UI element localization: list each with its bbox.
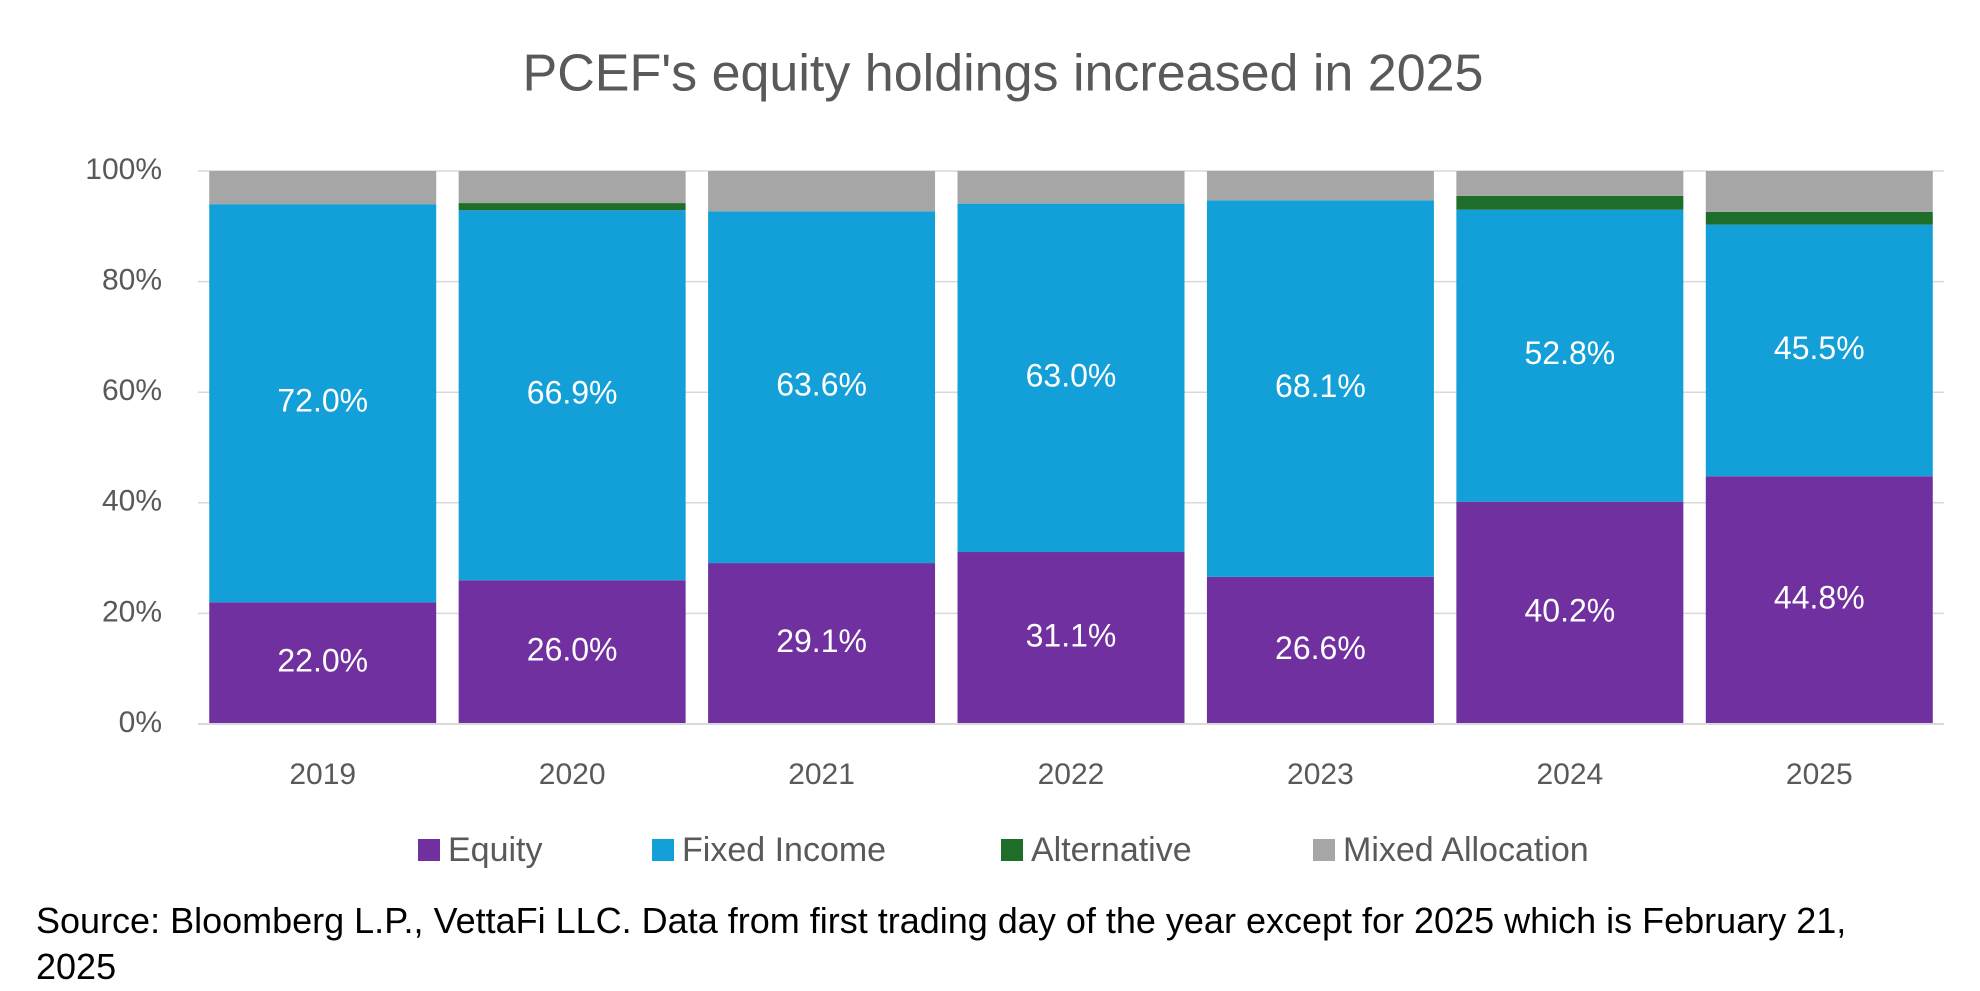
x-tick-label: 2022 [1038, 758, 1105, 791]
data-label: 52.8% [1524, 335, 1615, 371]
bar-segment [1705, 211, 1933, 225]
bar-segment [209, 602, 437, 724]
x-tick-label: 2020 [539, 758, 606, 791]
bar-segment [1456, 171, 1684, 196]
legend-label: Alternative [1031, 831, 1192, 869]
bar-segment [1206, 576, 1434, 724]
bar-segment [1705, 224, 1933, 477]
y-tick-label: 0% [119, 706, 162, 739]
y-tick-label: 40% [102, 485, 162, 518]
bar-segment [458, 210, 686, 581]
data-label: 31.1% [1026, 617, 1117, 653]
data-label: 26.6% [1275, 630, 1366, 666]
bar-segment [458, 580, 686, 724]
bar-segment [1705, 476, 1933, 724]
x-tick-label: 2019 [289, 758, 356, 791]
bar-segment [209, 204, 437, 603]
bar-segment [1456, 209, 1684, 502]
data-label: 40.2% [1524, 592, 1615, 628]
data-label: 26.0% [527, 632, 618, 668]
bar-segment [458, 171, 686, 204]
data-label: 22.0% [277, 643, 368, 679]
legend-swatch [1001, 839, 1023, 861]
x-tick-label: 2023 [1287, 758, 1354, 791]
y-tick-label: 20% [102, 595, 162, 628]
y-tick-label: 60% [102, 374, 162, 407]
bar-segment [708, 211, 936, 564]
bar-segment [1456, 195, 1684, 210]
legend-label: Mixed Allocation [1343, 831, 1589, 869]
legend-swatch [1313, 839, 1335, 861]
bar-segment [458, 203, 686, 211]
y-tick-label: 100% [85, 153, 162, 186]
bar-segment [1705, 171, 1933, 212]
bar-segment [957, 171, 1185, 204]
bar-segment [957, 203, 1185, 553]
bar-segment [1206, 171, 1434, 201]
bar-segment [1456, 501, 1684, 724]
bar-segment [708, 563, 936, 724]
legend-label: Fixed Income [682, 831, 886, 869]
legend-swatch [652, 839, 674, 861]
data-label: 44.8% [1774, 580, 1865, 616]
bar-segment [957, 552, 1185, 724]
x-tick-label: 2021 [788, 758, 855, 791]
data-label: 68.1% [1275, 368, 1366, 404]
data-label: 29.1% [776, 623, 867, 659]
legend-label: Equity [448, 831, 543, 869]
data-label: 63.6% [776, 367, 867, 403]
data-label: 66.9% [527, 375, 618, 411]
bar-segment [708, 171, 936, 212]
data-label: 45.5% [1774, 330, 1865, 366]
data-label: 63.0% [1026, 357, 1117, 393]
source-note: Source: Bloomberg L.P., VettaFi LLC. Dat… [36, 900, 1847, 987]
x-tick-label: 2024 [1536, 758, 1603, 791]
chart-title: PCEF's equity holdings increased in 2025 [523, 45, 1484, 103]
x-tick-label: 2025 [1786, 758, 1853, 791]
y-tick-label: 80% [102, 264, 162, 297]
bar-segment [1206, 200, 1434, 577]
legend-swatch [418, 839, 440, 861]
data-label: 72.0% [277, 383, 368, 419]
bar-segment [209, 171, 437, 205]
chart: PCEF's equity holdings increased in 2025… [85, 45, 1944, 869]
